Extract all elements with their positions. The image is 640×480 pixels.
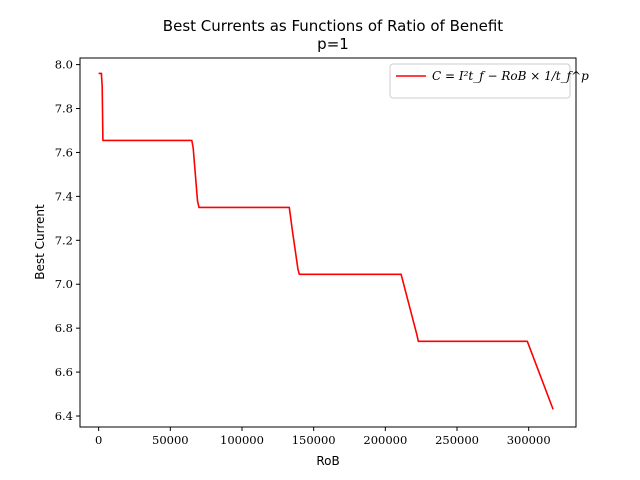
y-tick-label: 7.2 xyxy=(55,233,73,247)
legend-box xyxy=(389,63,571,99)
series-layer xyxy=(98,72,554,410)
legend: C = I²t_f − RoB × 1/t_f^p xyxy=(389,63,589,99)
plot-area: 0 50000 100000 150000 200000 250000 300000 6.4… xyxy=(55,57,577,447)
legend-label: C = I²t_f − RoB × 1/t_f^p xyxy=(432,69,589,83)
x-tick-label: 100000 xyxy=(220,433,264,447)
y-tick-label: 7.0 xyxy=(55,277,73,291)
x-tick-label: 200000 xyxy=(363,433,407,447)
x-tick-label: 250000 xyxy=(435,433,479,447)
y-tick-label: 6.4 xyxy=(55,409,73,423)
x-tick-label: 300000 xyxy=(507,433,551,447)
x-tick-label: 0 xyxy=(95,433,102,447)
y-tick-label: 8.0 xyxy=(55,58,73,72)
plot-frame xyxy=(79,57,577,428)
y-tick-label: 6.8 xyxy=(55,321,73,335)
y-tick-label: 7.8 xyxy=(55,102,73,116)
chart-subtitle: p=1 xyxy=(317,35,349,53)
y-tick-label: 7.6 xyxy=(55,145,73,159)
y-tick-label: 6.6 xyxy=(55,365,73,379)
chart-title: Best Currents as Functions of Ratio of B… xyxy=(163,17,503,35)
y-axis-ticks: 6.4 6.6 6.8 7.0 7.2 7.4 7.6 7.8 8.0 xyxy=(55,58,80,423)
x-tick-label: 150000 xyxy=(292,433,336,447)
y-tick-label: 7.4 xyxy=(55,189,73,203)
y-axis-label: Best Current xyxy=(33,204,47,280)
series-line xyxy=(98,72,554,410)
x-tick-label: 50000 xyxy=(152,433,189,447)
x-axis-label: RoB xyxy=(316,454,339,468)
x-axis-ticks: 0 50000 100000 150000 200000 250000 300000 xyxy=(95,427,551,447)
